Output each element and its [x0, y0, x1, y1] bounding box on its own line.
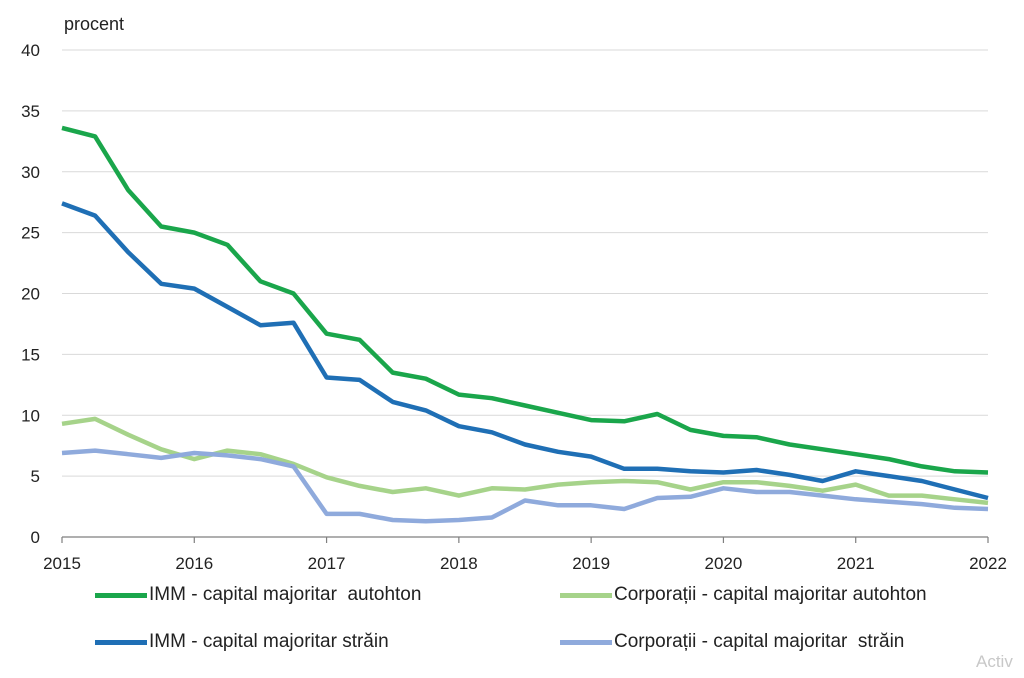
series-line-1	[61, 125, 989, 475]
x-tick-label: 2022	[969, 554, 1007, 573]
y-axis-ticks: 0 5 10 15 20 25 30 35 40	[21, 41, 40, 547]
series-line-3	[61, 201, 989, 501]
y-tick-label: 35	[21, 102, 40, 121]
series-line-2	[61, 416, 989, 506]
x-tick-label: 2021	[837, 554, 875, 573]
watermark-text: Activ	[976, 652, 1013, 671]
series-lines	[61, 125, 989, 524]
y-tick-label: 40	[21, 41, 40, 60]
legend-item: IMM - capital majoritar străin	[95, 631, 389, 653]
line-chart: 0 5 10 15 20 25 30 35 40 2015 2016 2017 2018 2019 202…	[21, 14, 1007, 573]
x-axis: 2015 2016 2017 2018 2019 2020 2021 2022	[43, 536, 1007, 573]
y-tick-label: 5	[31, 467, 40, 486]
x-tick-label: 2016	[175, 554, 213, 573]
legend-item: Corporații - capital majoritar autohton	[560, 584, 927, 606]
x-tick-label: 2015	[43, 554, 81, 573]
legend-swatch	[95, 592, 147, 598]
series-line-4	[61, 448, 989, 524]
y-tick-label: 30	[21, 163, 40, 182]
grid-lines	[62, 49, 988, 477]
legend-swatch	[560, 639, 612, 645]
legend-label: Corporații - capital majoritar străin	[614, 631, 905, 652]
legend-label: IMM - capital majoritar străin	[149, 631, 389, 652]
y-tick-label: 15	[21, 345, 40, 364]
legend-item: IMM - capital majoritar autohton	[95, 584, 421, 606]
x-tick-label: 2018	[440, 554, 478, 573]
x-tick-label: 2017	[308, 554, 346, 573]
legend-swatch	[95, 639, 147, 645]
y-tick-label: 10	[21, 406, 40, 425]
y-tick-label: 25	[21, 224, 40, 243]
y-axis-label: procent	[64, 14, 124, 34]
legend-label: IMM - capital majoritar autohton	[149, 584, 422, 605]
y-tick-label: 20	[21, 285, 40, 304]
x-tick-label: 2019	[572, 554, 610, 573]
legend-swatch	[560, 592, 612, 598]
y-tick-label: 0	[31, 528, 40, 547]
legend-item: Corporații - capital majoritar străin	[560, 631, 904, 653]
legend-label: Corporații - capital majoritar autohton	[614, 584, 927, 605]
x-tick-label: 2020	[705, 554, 743, 573]
